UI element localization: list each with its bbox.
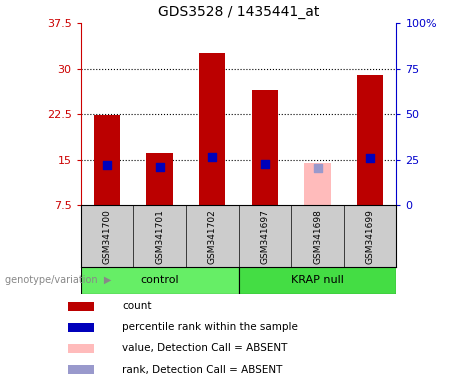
Point <box>208 154 216 160</box>
Text: GSM341699: GSM341699 <box>366 209 375 263</box>
Bar <box>81 267 239 294</box>
Point <box>314 165 321 171</box>
Text: GSM341697: GSM341697 <box>260 209 269 263</box>
Text: count: count <box>122 301 152 311</box>
Bar <box>68 344 94 353</box>
Bar <box>94 115 120 205</box>
Bar <box>199 53 225 205</box>
Text: genotype/variation  ▶: genotype/variation ▶ <box>5 275 111 285</box>
Point <box>366 155 374 161</box>
Text: KRAP null: KRAP null <box>291 275 344 285</box>
Title: GDS3528 / 1435441_at: GDS3528 / 1435441_at <box>158 5 319 19</box>
Text: GSM341700: GSM341700 <box>102 209 112 263</box>
Bar <box>68 365 94 374</box>
Text: GSM341701: GSM341701 <box>155 209 164 263</box>
Point <box>261 161 269 167</box>
Text: percentile rank within the sample: percentile rank within the sample <box>122 322 298 333</box>
Bar <box>252 90 278 205</box>
Bar <box>304 163 331 205</box>
Bar <box>239 267 396 294</box>
Bar <box>357 75 383 205</box>
Text: control: control <box>140 275 179 285</box>
Text: rank, Detection Call = ABSENT: rank, Detection Call = ABSENT <box>122 364 283 375</box>
Text: GSM341698: GSM341698 <box>313 209 322 263</box>
Text: value, Detection Call = ABSENT: value, Detection Call = ABSENT <box>122 343 287 354</box>
Bar <box>68 323 94 332</box>
Bar <box>68 302 94 311</box>
Text: GSM341702: GSM341702 <box>208 209 217 263</box>
Point <box>156 164 163 170</box>
Point <box>103 162 111 168</box>
Bar <box>147 152 173 205</box>
